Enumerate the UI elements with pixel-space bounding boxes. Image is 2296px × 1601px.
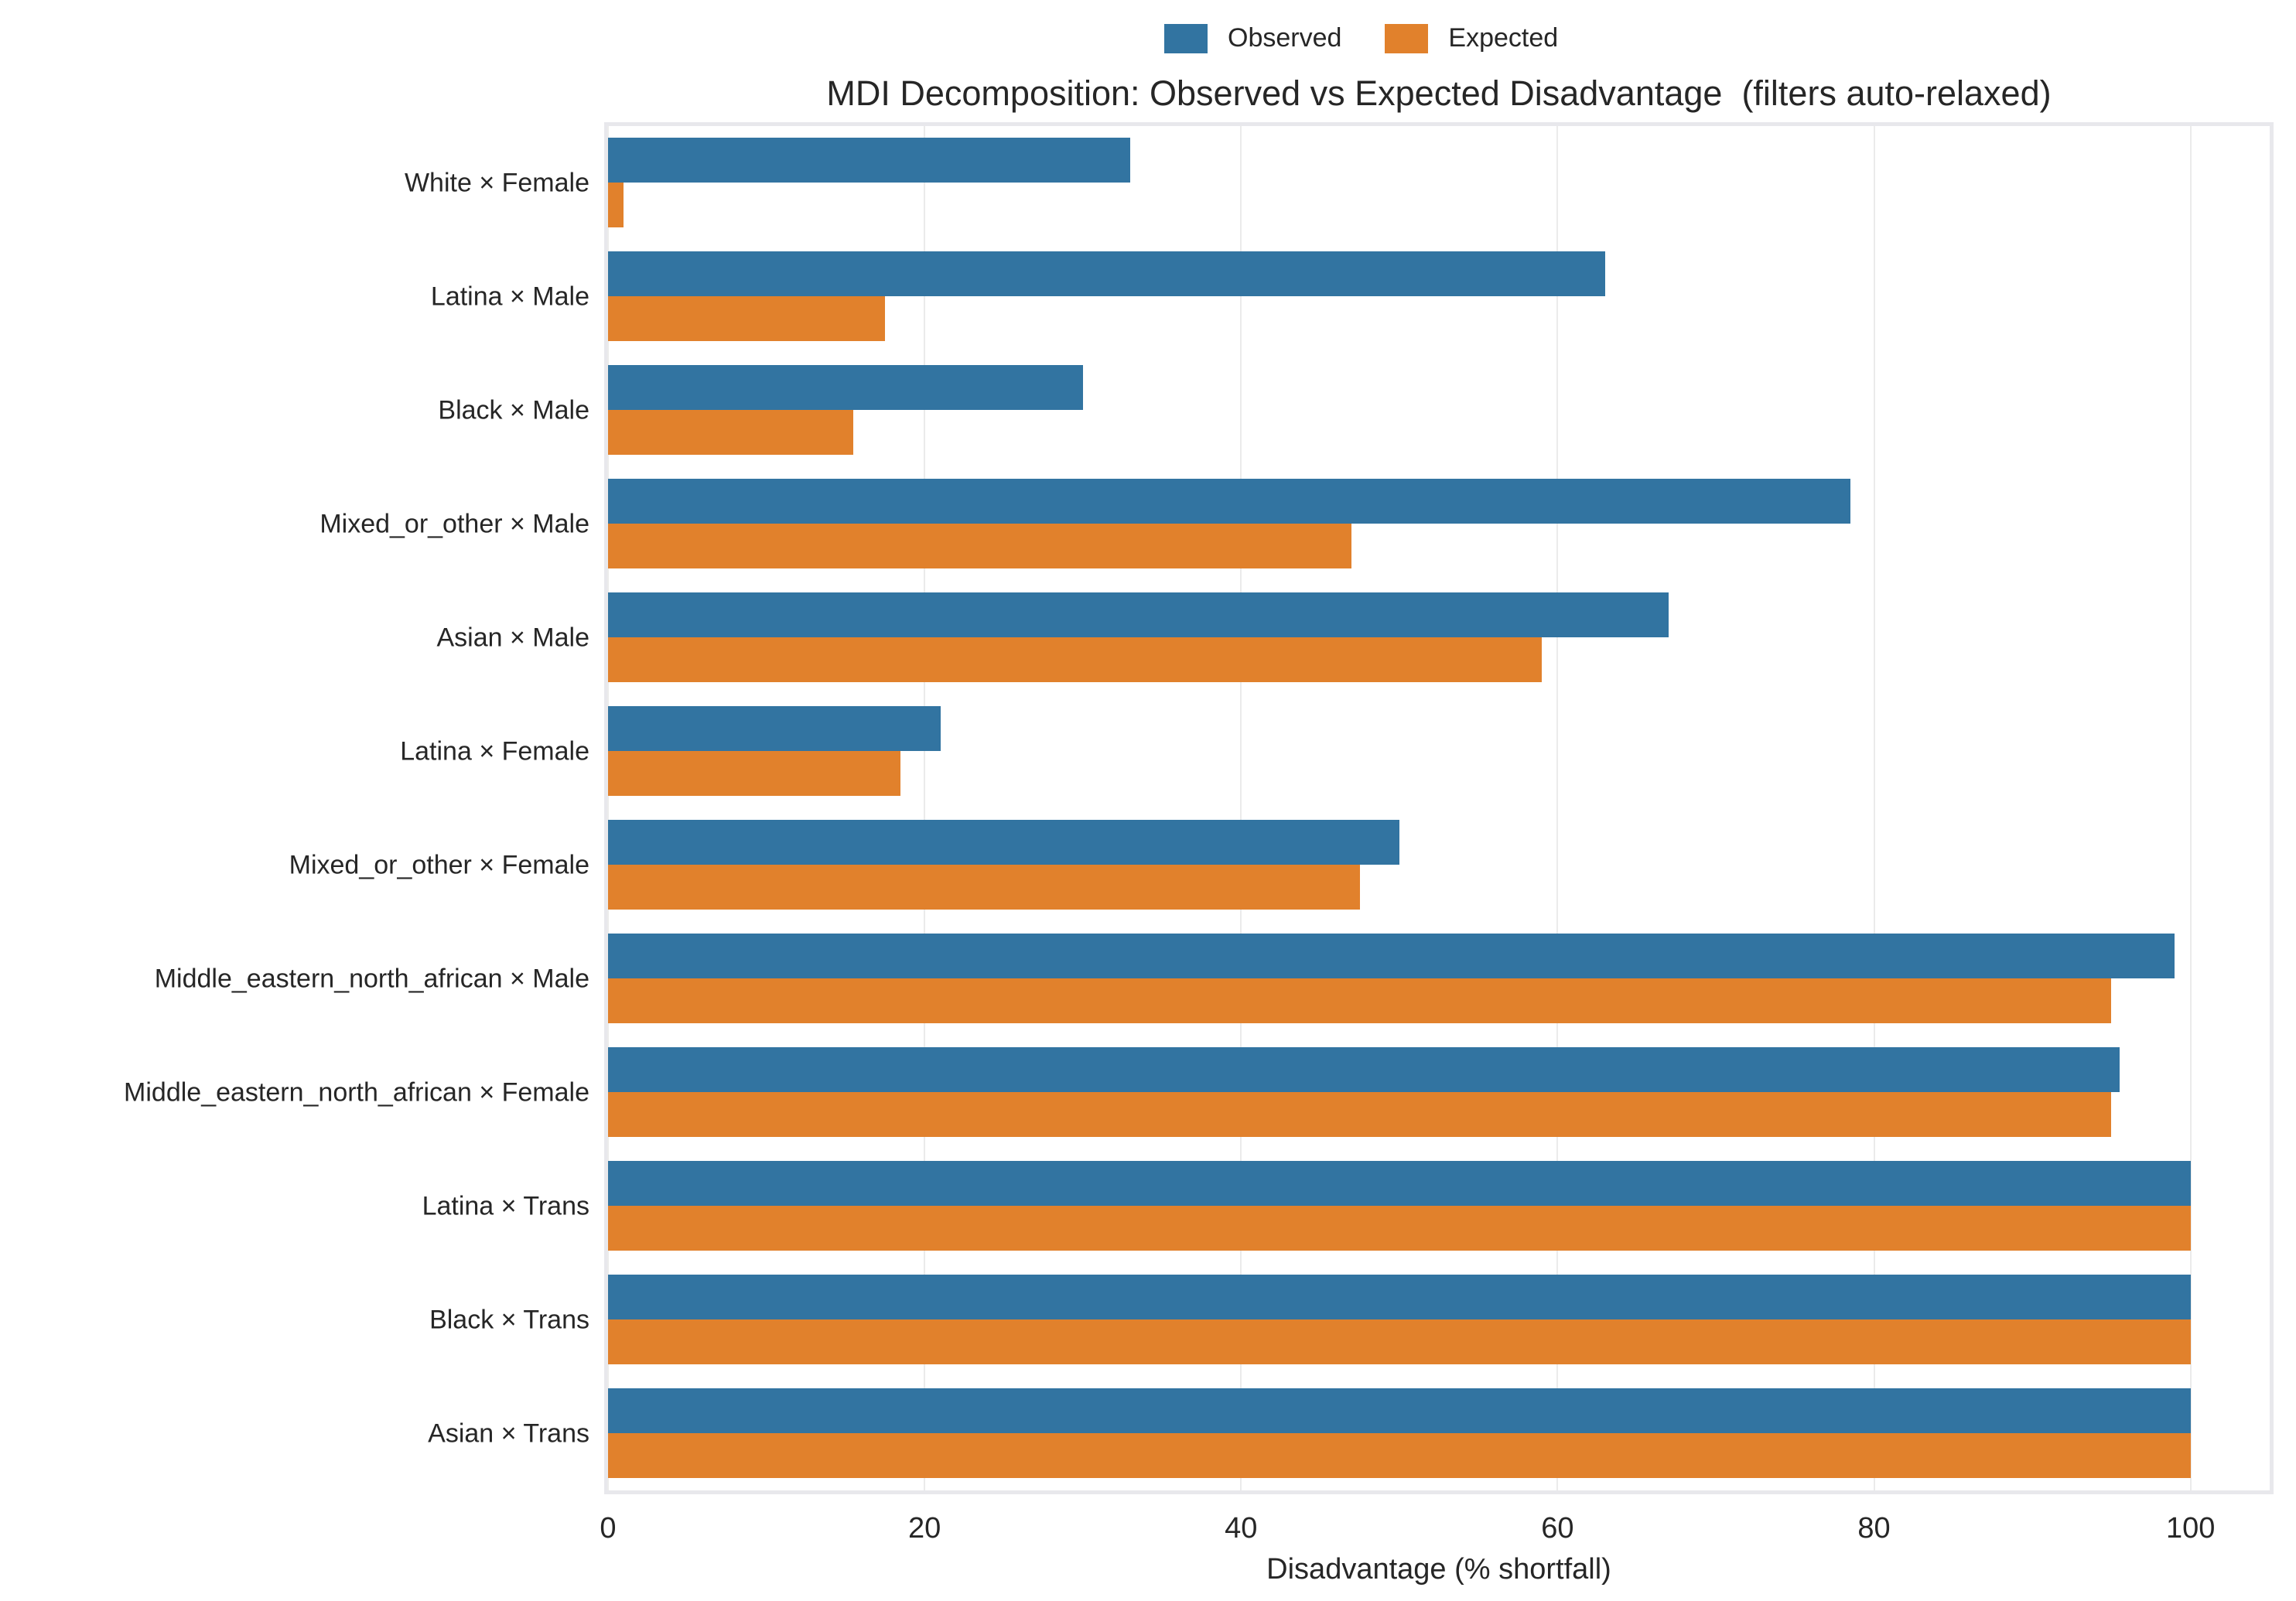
bar-observed [608, 820, 1399, 865]
category-label: Latina × Trans [422, 1191, 589, 1220]
x-tick-label: 80 [1857, 1512, 1891, 1545]
bar-observed [608, 1047, 2120, 1092]
bar-observed [608, 1161, 2191, 1206]
legend-swatch-observed [1164, 23, 1208, 53]
category-label: Mixed_or_other × Female [289, 850, 589, 879]
bar-expected [608, 1319, 2191, 1364]
bar-observed [608, 1275, 2191, 1319]
legend-label-observed: Observed [1228, 23, 1342, 53]
bar-expected [608, 978, 2112, 1023]
bar-observed [608, 592, 1669, 637]
bar-expected [608, 524, 1352, 568]
x-axis-ticks: 0 20 40 60 80 100 [600, 1512, 2270, 1551]
x-tick-label: 40 [1225, 1512, 1258, 1545]
category-label: Middle_eastern_north_african × Female [124, 1077, 589, 1107]
bar-observed [608, 138, 1131, 183]
x-tick-label: 20 [908, 1512, 941, 1545]
bar-expected [608, 296, 885, 341]
bar-observed [608, 1388, 2191, 1433]
x-tick-label: 100 [2166, 1512, 2216, 1545]
category-label: Black × Trans [429, 1305, 589, 1334]
bar-observed [608, 479, 1850, 524]
gridline-x-100 [2189, 126, 2192, 1490]
legend: Observed Expected [1164, 23, 1558, 53]
bar-expected [608, 1433, 2191, 1478]
chart-title: MDI Decomposition: Observed vs Expected … [826, 73, 2052, 113]
legend-swatch-expected [1385, 23, 1429, 53]
category-label: White × Female [404, 168, 589, 197]
category-label: Mixed_or_other × Male [319, 509, 589, 538]
bar-expected [608, 865, 1360, 910]
category-label: Asian × Trans [428, 1418, 589, 1448]
legend-item-observed: Observed [1164, 23, 1341, 53]
bar-expected [608, 751, 901, 796]
bar-expected [608, 1092, 2112, 1137]
gridline-x-0 [607, 126, 609, 1490]
category-label: Middle_eastern_north_african × Male [154, 964, 589, 993]
gridline-x-40 [1240, 126, 1242, 1490]
gridline-x-60 [1556, 126, 1559, 1490]
y-axis-labels: White × Female Latina × Male Black × Male M… [0, 126, 589, 1490]
plot-area [604, 122, 2274, 1494]
legend-label-expected: Expected [1448, 23, 1559, 53]
bar-expected [608, 410, 854, 455]
gridline-x-20 [924, 126, 926, 1490]
bar-observed [608, 251, 1605, 296]
bar-expected [608, 637, 1542, 682]
category-label: Black × Male [438, 395, 589, 425]
x-tick-label: 0 [600, 1512, 617, 1545]
category-label: Asian × Male [436, 623, 590, 652]
category-label: Latina × Female [400, 736, 589, 766]
bar-expected [608, 183, 624, 227]
bar-observed [608, 706, 941, 751]
bar-expected [608, 1206, 2191, 1251]
legend-item-expected: Expected [1385, 23, 1558, 53]
x-axis-title: Disadvantage (% shortfall) [1266, 1553, 1611, 1586]
category-label: Latina × Male [430, 282, 589, 311]
bar-observed [608, 934, 2175, 978]
x-tick-label: 60 [1541, 1512, 1574, 1545]
bar-observed [608, 365, 1083, 410]
gridline-x-80 [1873, 126, 1875, 1490]
